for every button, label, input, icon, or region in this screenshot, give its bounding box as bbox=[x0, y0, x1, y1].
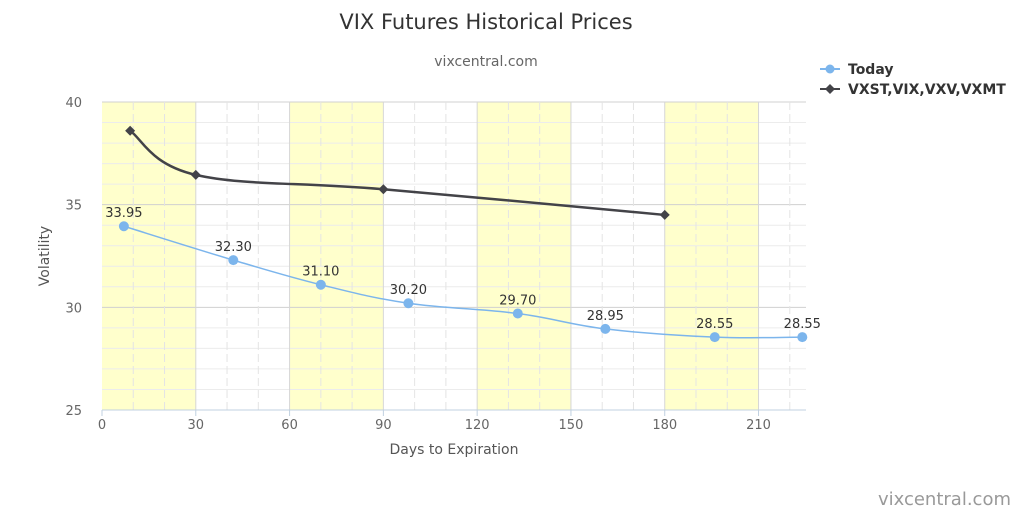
y-axis-title: Volatility bbox=[37, 226, 53, 286]
point-term-structure bbox=[125, 125, 136, 136]
point-today bbox=[512, 308, 523, 319]
x-tick-label: 150 bbox=[559, 418, 584, 433]
x-tick-label: 180 bbox=[652, 418, 677, 433]
y-tick-label: 35 bbox=[65, 199, 82, 214]
series-layer: 33.95 32.30 31.10 30.20 29.70 28.95 28.55 28.55 bbox=[105, 125, 821, 343]
x-tick-label: 0 bbox=[98, 418, 106, 433]
x-tick-label: 60 bbox=[281, 418, 298, 433]
expiration-bands bbox=[102, 102, 759, 410]
point-term-structure bbox=[190, 169, 201, 180]
legend-item-term-structure[interactable]: VXST,VIX,VXV,VXMT bbox=[820, 82, 1006, 98]
x-tick-label: 90 bbox=[375, 418, 392, 433]
legend-term-marker bbox=[825, 84, 835, 94]
legend-today-label: Today bbox=[848, 62, 893, 78]
y-axis: 25 30 35 40 bbox=[65, 96, 82, 419]
y-tick-label: 40 bbox=[65, 96, 82, 111]
point-today bbox=[118, 221, 129, 232]
series-line-term-structure bbox=[129, 129, 665, 217]
y-tick-label: 30 bbox=[65, 301, 82, 316]
data-label: 28.95 bbox=[587, 309, 624, 324]
data-label: 32.30 bbox=[215, 240, 252, 255]
x-tick-label: 210 bbox=[746, 418, 771, 433]
data-label: 30.20 bbox=[390, 283, 427, 298]
x-axis: 0 30 60 90 120 150 180 210 bbox=[98, 409, 806, 433]
data-label: 28.55 bbox=[696, 317, 733, 332]
grid-lines bbox=[102, 101, 806, 410]
data-label: 31.10 bbox=[302, 265, 339, 280]
legend-item-today[interactable]: Today bbox=[820, 62, 893, 78]
chart-subtitle: vixcentral.com bbox=[434, 54, 537, 70]
point-today bbox=[600, 323, 611, 334]
series-line-today bbox=[123, 225, 803, 339]
data-label: 29.70 bbox=[499, 293, 536, 308]
x-tick-label: 30 bbox=[188, 418, 205, 433]
y-tick-label: 25 bbox=[65, 404, 82, 419]
point-today bbox=[228, 255, 239, 266]
band-0 bbox=[102, 102, 196, 410]
band-2 bbox=[477, 102, 571, 410]
point-term-structure bbox=[659, 209, 670, 220]
band-3 bbox=[664, 102, 759, 410]
x-axis-title: Days to Expiration bbox=[390, 442, 519, 458]
data-label: 33.95 bbox=[105, 206, 142, 221]
chart-title: VIX Futures Historical Prices bbox=[339, 10, 632, 34]
legend[interactable]: Today VXST,VIX,VXV,VXMT bbox=[820, 62, 1006, 98]
credit-text[interactable]: vixcentral.com bbox=[878, 489, 1011, 510]
x-tick-label: 120 bbox=[465, 418, 490, 433]
data-label: 28.55 bbox=[784, 317, 821, 332]
point-today bbox=[315, 279, 326, 290]
legend-term-label: VXST,VIX,VXV,VXMT bbox=[848, 82, 1006, 98]
point-term-structure bbox=[378, 184, 389, 195]
point-today bbox=[709, 332, 720, 343]
point-today bbox=[403, 298, 414, 309]
band-1 bbox=[289, 102, 384, 410]
legend-today-marker bbox=[825, 64, 835, 74]
point-today bbox=[797, 332, 808, 343]
